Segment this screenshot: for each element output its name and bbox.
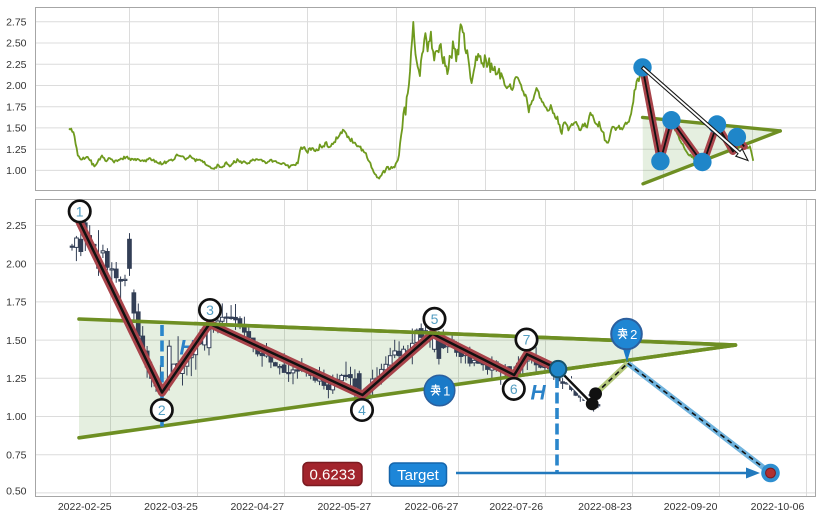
svg-text:1.75: 1.75 xyxy=(6,101,27,113)
svg-text:1.50: 1.50 xyxy=(6,123,27,135)
svg-text:2022-02-25: 2022-02-25 xyxy=(58,501,112,513)
svg-text:2022-10-06: 2022-10-06 xyxy=(751,501,805,513)
svg-text:4: 4 xyxy=(358,402,366,418)
svg-text:2: 2 xyxy=(158,402,166,418)
svg-text:2.25: 2.25 xyxy=(6,59,27,71)
svg-text:0.6233: 0.6233 xyxy=(310,467,356,484)
svg-text:1: 1 xyxy=(443,383,450,398)
svg-text:2.00: 2.00 xyxy=(6,258,27,270)
svg-text:2022-03-25: 2022-03-25 xyxy=(144,501,198,513)
svg-text:0.50: 0.50 xyxy=(6,486,27,498)
svg-text:1.50: 1.50 xyxy=(6,335,27,347)
svg-text:5: 5 xyxy=(431,311,439,327)
svg-text:2022-09-20: 2022-09-20 xyxy=(664,501,718,513)
svg-text:2022-05-27: 2022-05-27 xyxy=(317,501,371,513)
svg-text:2.50: 2.50 xyxy=(6,38,27,50)
svg-text:2022-08-23: 2022-08-23 xyxy=(578,501,632,513)
svg-text:2.75: 2.75 xyxy=(6,17,27,29)
svg-text:2.00: 2.00 xyxy=(6,80,27,92)
svg-text:1.25: 1.25 xyxy=(6,144,27,156)
svg-text:2022-07-26: 2022-07-26 xyxy=(489,501,543,513)
svg-text:7: 7 xyxy=(523,332,531,348)
svg-text:6: 6 xyxy=(510,381,518,397)
svg-text:1.75: 1.75 xyxy=(6,297,27,309)
svg-text:2022-06-27: 2022-06-27 xyxy=(405,501,459,513)
svg-text:2: 2 xyxy=(630,327,637,342)
svg-text:3: 3 xyxy=(206,302,214,318)
svg-text:Target: Target xyxy=(397,467,440,484)
svg-text:H: H xyxy=(531,382,547,405)
svg-text:2.25: 2.25 xyxy=(6,220,27,232)
svg-text:1.25: 1.25 xyxy=(6,373,27,385)
svg-text:1: 1 xyxy=(76,203,84,219)
svg-text:2022-04-27: 2022-04-27 xyxy=(230,501,284,513)
svg-text:1.00: 1.00 xyxy=(6,411,27,423)
svg-text:0.75: 0.75 xyxy=(6,449,27,461)
svg-text:1.00: 1.00 xyxy=(6,165,27,177)
